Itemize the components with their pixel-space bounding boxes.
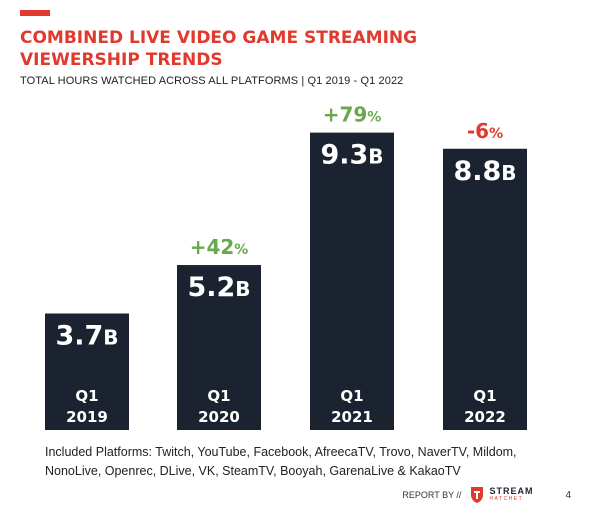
change-label-3: -6% [467,119,503,143]
page-number: 4 [565,489,571,501]
bar-3 [443,148,527,430]
page-title: COMBINED LIVE VIDEO GAME STREAMING VIEWE… [20,27,520,71]
bar-value-label-1: 5.2B [187,272,250,303]
bar-category-label-2-1: 2021 [331,408,373,426]
platforms-footnote: Included Platforms: Twitch, YouTube, Fac… [45,443,565,481]
change-label-2: +79% [323,103,382,127]
logo-subword: HATCHET [489,496,524,502]
bar-category-label-0-0: Q1 [75,387,98,405]
bar-category-label-1-0: Q1 [207,387,230,405]
bar-category-label-3-0: Q1 [473,387,496,405]
bar-chart: 3.7B Q1 2019 5.2B Q1 2020 +42% 9.3B Q1 2021 +79% 8.… [45,103,527,430]
bar-category-label-2-0: Q1 [340,387,363,405]
page-subtitle: TOTAL HOURS WATCHED ACROSS ALL PLATFORMS… [20,75,404,87]
stream-hatchet-logo: STREAM HATCHET [469,486,533,504]
bar-0 [45,313,129,430]
report-by-label: REPORT BY // [402,490,462,500]
stream-hatchet-logo-icon [471,487,484,503]
bar-value-label-0: 3.7B [55,320,118,351]
bar-category-label-3-1: 2022 [464,408,506,426]
accent-bar [20,10,50,16]
change-label-1: +42% [190,235,249,259]
footnote-line-2: NonoLive, Openrec, DLive, VK, SteamTV, B… [45,464,461,478]
footnote-line-1: Included Platforms: Twitch, YouTube, Fac… [45,445,517,459]
bar-category-label-0-1: 2019 [66,408,108,426]
bar-2 [310,132,394,430]
bar-value-label-3: 8.8B [453,156,516,187]
report-footer: REPORT BY // STREAM HATCHET 4 [402,486,571,504]
bar-category-label-1-1: 2020 [198,408,240,426]
bar-value-label-2: 9.3B [320,140,383,171]
logo-wordmark: STREAM [489,486,534,496]
title-line-2: VIEWERSHIP TRENDS [20,50,223,70]
title-line-1: COMBINED LIVE VIDEO GAME STREAMING [20,28,418,48]
bar-1 [177,265,261,430]
